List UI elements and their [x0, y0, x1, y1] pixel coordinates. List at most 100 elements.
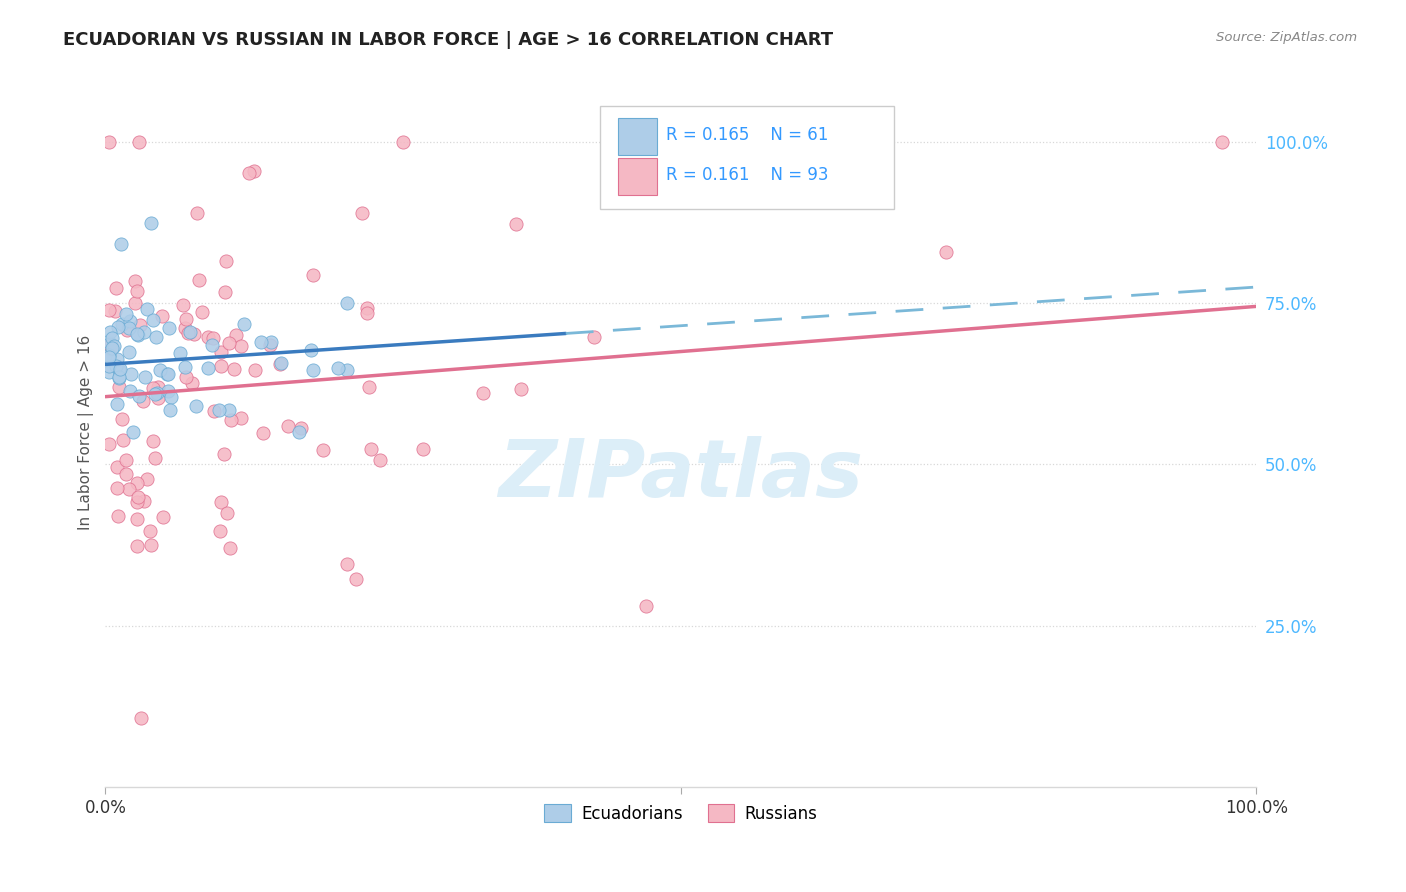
Point — [98, 341, 121, 355]
Point — [202, 403, 225, 417]
Point — [269, 357, 291, 371]
Point — [243, 163, 266, 178]
Point — [174, 359, 197, 374]
Point — [935, 244, 957, 259]
Point — [146, 392, 169, 406]
Point — [105, 280, 128, 294]
Point — [186, 206, 208, 220]
Point — [127, 327, 149, 342]
Point — [127, 511, 149, 525]
Point — [505, 217, 527, 231]
Point — [157, 368, 180, 382]
Point — [97, 359, 120, 374]
Point — [100, 342, 122, 356]
Point — [179, 325, 201, 339]
Point — [218, 335, 240, 350]
Point — [105, 482, 128, 496]
Point — [218, 402, 240, 417]
Point — [114, 453, 136, 467]
Point — [356, 301, 378, 316]
Point — [214, 285, 236, 299]
Point — [270, 356, 292, 370]
Point — [312, 443, 335, 458]
Point — [277, 419, 299, 434]
Point — [98, 336, 121, 351]
Point — [152, 509, 174, 524]
Point — [110, 236, 132, 251]
Point — [250, 334, 273, 349]
Point — [139, 524, 162, 538]
Point — [97, 302, 120, 317]
Point — [225, 328, 247, 343]
Point — [356, 306, 378, 320]
Point — [187, 273, 209, 287]
Point — [103, 339, 125, 353]
Point — [346, 573, 368, 587]
Point — [139, 538, 162, 552]
Point — [290, 421, 312, 435]
Point — [142, 313, 165, 327]
Point — [104, 359, 127, 374]
Point — [260, 335, 283, 350]
Point — [120, 367, 142, 381]
Point — [98, 325, 121, 339]
Point — [159, 390, 181, 404]
Point — [97, 348, 120, 362]
Point — [357, 380, 380, 394]
Point — [510, 382, 533, 396]
Point — [127, 490, 149, 504]
Point — [118, 345, 141, 359]
Point — [108, 363, 131, 377]
Point — [124, 295, 146, 310]
Point — [169, 346, 191, 360]
Point — [219, 413, 242, 427]
Point — [98, 338, 121, 352]
FancyBboxPatch shape — [617, 118, 657, 155]
Point — [302, 268, 325, 282]
Point — [142, 381, 165, 395]
Point — [110, 362, 132, 376]
Point — [97, 437, 120, 451]
Point — [412, 442, 434, 456]
Point — [233, 317, 256, 331]
Point — [111, 412, 134, 426]
Point — [105, 351, 128, 366]
Point — [104, 303, 127, 318]
Point — [121, 425, 143, 439]
Point — [127, 495, 149, 509]
FancyBboxPatch shape — [600, 106, 894, 209]
Point — [336, 363, 359, 377]
Point — [328, 360, 350, 375]
Point — [145, 330, 167, 344]
Point — [111, 318, 134, 332]
Point — [288, 425, 311, 439]
Point — [120, 384, 142, 398]
Point — [105, 460, 128, 475]
Point — [132, 394, 155, 409]
Point — [157, 321, 180, 335]
Point — [222, 362, 245, 376]
Point — [1211, 135, 1233, 149]
Point — [107, 319, 129, 334]
Text: Source: ZipAtlas.com: Source: ZipAtlas.com — [1216, 31, 1357, 45]
Text: R = 0.165    N = 61: R = 0.165 N = 61 — [666, 126, 828, 144]
Point — [118, 321, 141, 335]
Point — [149, 363, 172, 377]
Point — [128, 318, 150, 333]
Point — [350, 206, 373, 220]
Point — [209, 495, 232, 509]
Point — [252, 425, 274, 440]
Point — [125, 539, 148, 553]
Y-axis label: In Labor Force | Age > 16: In Labor Force | Age > 16 — [79, 334, 94, 530]
Point — [108, 369, 131, 384]
Point — [108, 380, 131, 394]
Point — [173, 321, 195, 335]
FancyBboxPatch shape — [617, 158, 657, 195]
Point — [118, 482, 141, 496]
Point — [128, 135, 150, 149]
Point — [136, 301, 159, 316]
Point — [135, 472, 157, 486]
Point — [392, 135, 415, 149]
Point — [115, 307, 138, 321]
Point — [174, 312, 197, 326]
